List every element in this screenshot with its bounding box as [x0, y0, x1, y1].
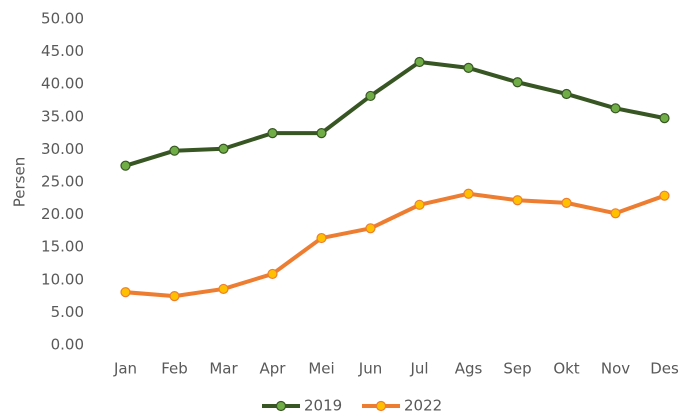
x-tick-label: Nov — [601, 360, 630, 378]
marker — [120, 160, 131, 171]
marker — [267, 268, 278, 280]
x-tick-label: Feb — [161, 360, 188, 378]
x-tick-label: Jun — [358, 360, 382, 378]
marker — [561, 88, 572, 100]
x-tick-label: Jan — [113, 360, 137, 378]
y-axis-label: Persen — [11, 157, 29, 207]
x-tick-label: Mei — [308, 360, 334, 378]
marker — [463, 188, 474, 199]
marker — [365, 90, 376, 102]
series-line — [125, 191, 666, 299]
marker — [561, 197, 572, 208]
y-tick-label: 5.00 — [51, 303, 84, 321]
legend-label: 2019 — [304, 397, 342, 415]
legend-marker — [275, 400, 287, 412]
marker — [218, 143, 229, 154]
marker — [610, 103, 621, 114]
x-tick-label: Apr — [260, 360, 287, 378]
y-tick-label: 10.00 — [41, 270, 84, 288]
x-tick-label: Ags — [455, 360, 483, 378]
y-tick-label: 0.00 — [51, 336, 84, 354]
marker — [169, 145, 180, 156]
marker — [120, 287, 131, 298]
marker — [316, 232, 327, 244]
marker — [169, 291, 180, 302]
y-tick-label: 20.00 — [41, 205, 84, 223]
x-tick-label: Jul — [409, 360, 428, 378]
marker — [414, 199, 425, 210]
marker — [610, 208, 621, 219]
marker — [659, 190, 670, 201]
marker — [463, 62, 474, 74]
legend-marker — [375, 400, 387, 412]
x-tick-label: Mar — [209, 360, 238, 378]
y-tick-label: 25.00 — [41, 173, 84, 191]
x-tick-label: Des — [650, 360, 679, 378]
marker — [659, 113, 670, 124]
x-tick-label: Sep — [503, 360, 531, 378]
marker — [512, 195, 523, 206]
y-tick-label: 40.00 — [41, 75, 84, 93]
y-tick-label: 45.00 — [41, 42, 84, 60]
marker — [267, 128, 278, 139]
marker — [365, 223, 376, 234]
marker — [414, 56, 425, 68]
y-tick-label: 15.00 — [41, 238, 84, 256]
series-line — [124, 60, 665, 168]
marker — [512, 77, 523, 88]
y-tick-label: 30.00 — [41, 140, 84, 158]
y-tick-label: 50.00 — [41, 10, 84, 28]
marker — [218, 283, 229, 295]
legend-label: 2022 — [404, 397, 442, 415]
marker — [316, 128, 327, 139]
y-tick-label: 35.00 — [41, 107, 84, 125]
x-tick-label: Okt — [553, 360, 579, 378]
